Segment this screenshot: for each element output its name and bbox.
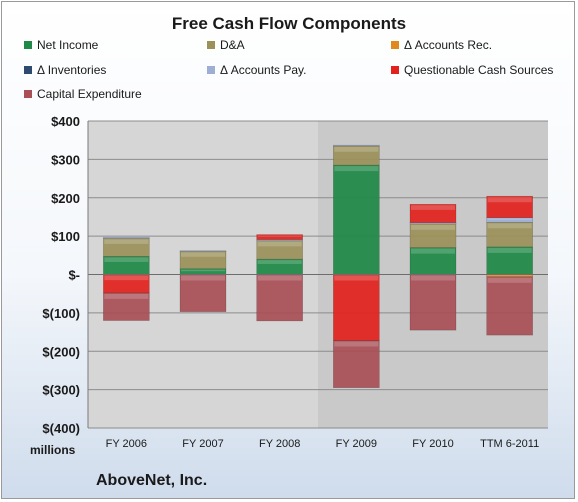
x-tick-label: FY 2006 — [106, 438, 147, 450]
legend-item-net-income: Net Income — [24, 37, 98, 53]
legend-swatch-questionable-cash — [391, 65, 399, 74]
bar-segment-sheen — [334, 146, 379, 152]
bar-segment — [103, 236, 150, 239]
legend-swatch-capex — [24, 89, 32, 98]
legend-label: Δ Accounts Rec. — [404, 38, 493, 52]
y-tick-label: $200 — [51, 191, 80, 206]
legend-swatch-accounts-rec — [391, 40, 399, 49]
y-tick-label: $(200) — [42, 344, 80, 359]
y-tick-label: $(400) — [42, 421, 80, 436]
bar-segment-sheen — [411, 224, 455, 230]
y-tick-label: $- — [68, 268, 80, 283]
bar-segment — [256, 234, 303, 240]
bar-segment — [333, 144, 380, 147]
legend-item-questionable-cash: Questionable Cash Sources — [391, 62, 553, 78]
legend-item-inventories: Δ Inventories — [24, 62, 106, 78]
legend-swatch-inventories — [24, 65, 32, 74]
x-tick-label: FY 2008 — [259, 438, 300, 450]
bar-segment-sheen — [487, 247, 532, 253]
y-tick-label: $(100) — [42, 306, 80, 321]
bar-segment-sheen — [487, 277, 532, 283]
bar-segment — [486, 276, 533, 336]
bar-segment-sheen — [181, 269, 225, 272]
bar-segment — [179, 250, 227, 252]
bar-segment — [179, 274, 227, 313]
bar-segment-sheen — [181, 275, 225, 281]
bar-segment — [333, 164, 380, 275]
bar-segment-sheen — [257, 275, 302, 281]
bar-segment-sheen — [411, 275, 455, 281]
legend-swatch-net-income — [24, 40, 32, 49]
bar-segment — [179, 268, 227, 275]
legend-item-d-and-a: D&A — [207, 37, 245, 53]
chart-title: Free Cash Flow Components — [171, 14, 407, 33]
y-tick-label: $300 — [51, 152, 80, 167]
y-tick-label: $400 — [51, 114, 80, 129]
bar-segment — [409, 274, 457, 331]
x-tick-label: TTM 6-2011 — [480, 438, 539, 450]
units-label: millions — [30, 443, 76, 457]
bar-segment-sheen — [334, 341, 379, 347]
bar-segment-sheen — [334, 166, 379, 172]
x-tick-label: FY 2010 — [412, 438, 453, 450]
bar-segment — [486, 195, 533, 219]
legend-item-capex: Capital Expenditure — [24, 86, 142, 102]
legend-item-accounts-rec: Δ Accounts Rec. — [391, 37, 492, 53]
bar-segment — [409, 203, 457, 223]
bar-segment — [103, 238, 150, 257]
x-tick-label: FY 2007 — [182, 438, 223, 450]
y-tick-label: $(300) — [42, 383, 80, 398]
bar-segment-sheen — [257, 260, 302, 264]
bar-segment-sheen — [487, 275, 532, 277]
bar-segment — [333, 340, 380, 389]
legend-label: Questionable Cash Sources — [404, 63, 554, 77]
bar-segment — [486, 246, 533, 275]
bar-segment-sheen — [104, 293, 149, 299]
legend-label: Capital Expenditure — [37, 87, 142, 101]
bar-segment — [256, 274, 303, 322]
company-name: AboveNet, Inc. — [96, 472, 208, 489]
bar-segment-sheen — [257, 241, 302, 247]
bar-segment — [486, 217, 533, 223]
bar-segment-sheen — [334, 275, 379, 281]
legend-label: D&A — [220, 38, 245, 52]
bar-segment-sheen — [181, 252, 225, 257]
legend-label: Δ Accounts Pay. — [220, 63, 307, 77]
legend-swatch-accounts-pay — [207, 65, 215, 74]
bar-segment-sheen — [257, 235, 302, 237]
bar-segment-sheen — [487, 197, 532, 203]
bar-segment — [486, 222, 533, 248]
bar-segment-sheen — [411, 248, 455, 254]
legend-swatch-d-and-a — [207, 40, 215, 49]
legend-label: Δ Inventories — [37, 63, 107, 77]
bar-segment-sheen — [411, 205, 455, 210]
bar-segment-sheen — [487, 218, 532, 220]
bar-segment — [103, 292, 150, 321]
bar-segment-sheen — [104, 239, 149, 244]
bar-segment-sheen — [104, 257, 149, 262]
bar-segment-sheen — [487, 223, 532, 229]
x-tick-label: FY 2009 — [336, 438, 377, 450]
legend-item-accounts-pay: Δ Accounts Pay. — [207, 62, 307, 78]
bar-segment — [409, 222, 457, 225]
legend-label: Net Income — [37, 38, 99, 52]
y-tick-label: $100 — [51, 229, 80, 244]
bar-segment-sheen — [104, 275, 149, 281]
bar-segment — [333, 274, 380, 341]
